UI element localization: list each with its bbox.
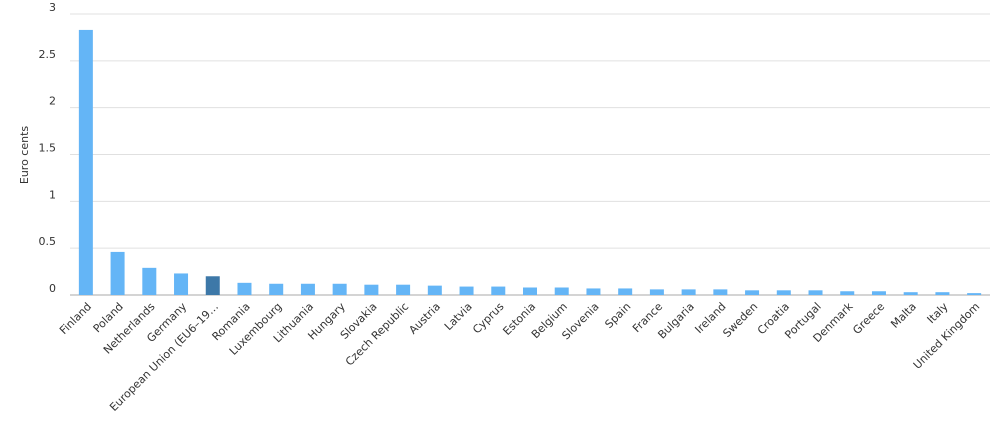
y-tick-label: 2.5 [39,48,57,61]
bar [554,287,569,295]
x-tick-label: Greece [850,300,887,337]
bar [808,290,823,295]
y-tick-label: 2 [49,95,56,108]
bar [840,291,855,295]
y-tick-label: 3 [49,1,56,14]
y-tick-label: 0.5 [39,235,57,248]
y-tick-label: 0 [49,282,56,295]
bar [649,289,664,295]
x-tick-label: Italy [925,300,951,326]
bar [269,283,284,295]
bar [78,29,93,295]
y-tick-label: 1.5 [39,142,57,155]
bar [332,283,347,295]
bar [935,292,950,295]
bar [427,285,442,295]
y-tick-label: 1 [49,188,56,201]
bar [110,251,125,295]
bar [491,286,506,295]
bar [237,282,252,295]
x-tick-label: Finland [57,300,94,337]
x-tick-label: Austria [406,300,443,337]
x-tick-label: Spain [602,300,633,331]
bar [618,288,633,295]
bar [586,288,601,295]
bar [396,284,411,295]
bar [459,286,474,295]
x-tick-label: Malta [888,300,919,331]
bar [364,284,379,295]
bar [142,267,157,295]
bar [871,291,886,295]
bar [174,273,189,295]
bar [713,289,728,295]
bar [205,276,220,295]
bar [967,293,982,295]
bar [523,287,537,295]
bar [681,289,696,295]
x-tick-label: Sweden [720,300,760,340]
bar [776,290,791,295]
y-axis-title: Euro cents [18,126,31,185]
bar [300,283,315,295]
bar [903,292,918,295]
x-tick-label: Cyprus [470,300,507,337]
bar [745,290,760,295]
